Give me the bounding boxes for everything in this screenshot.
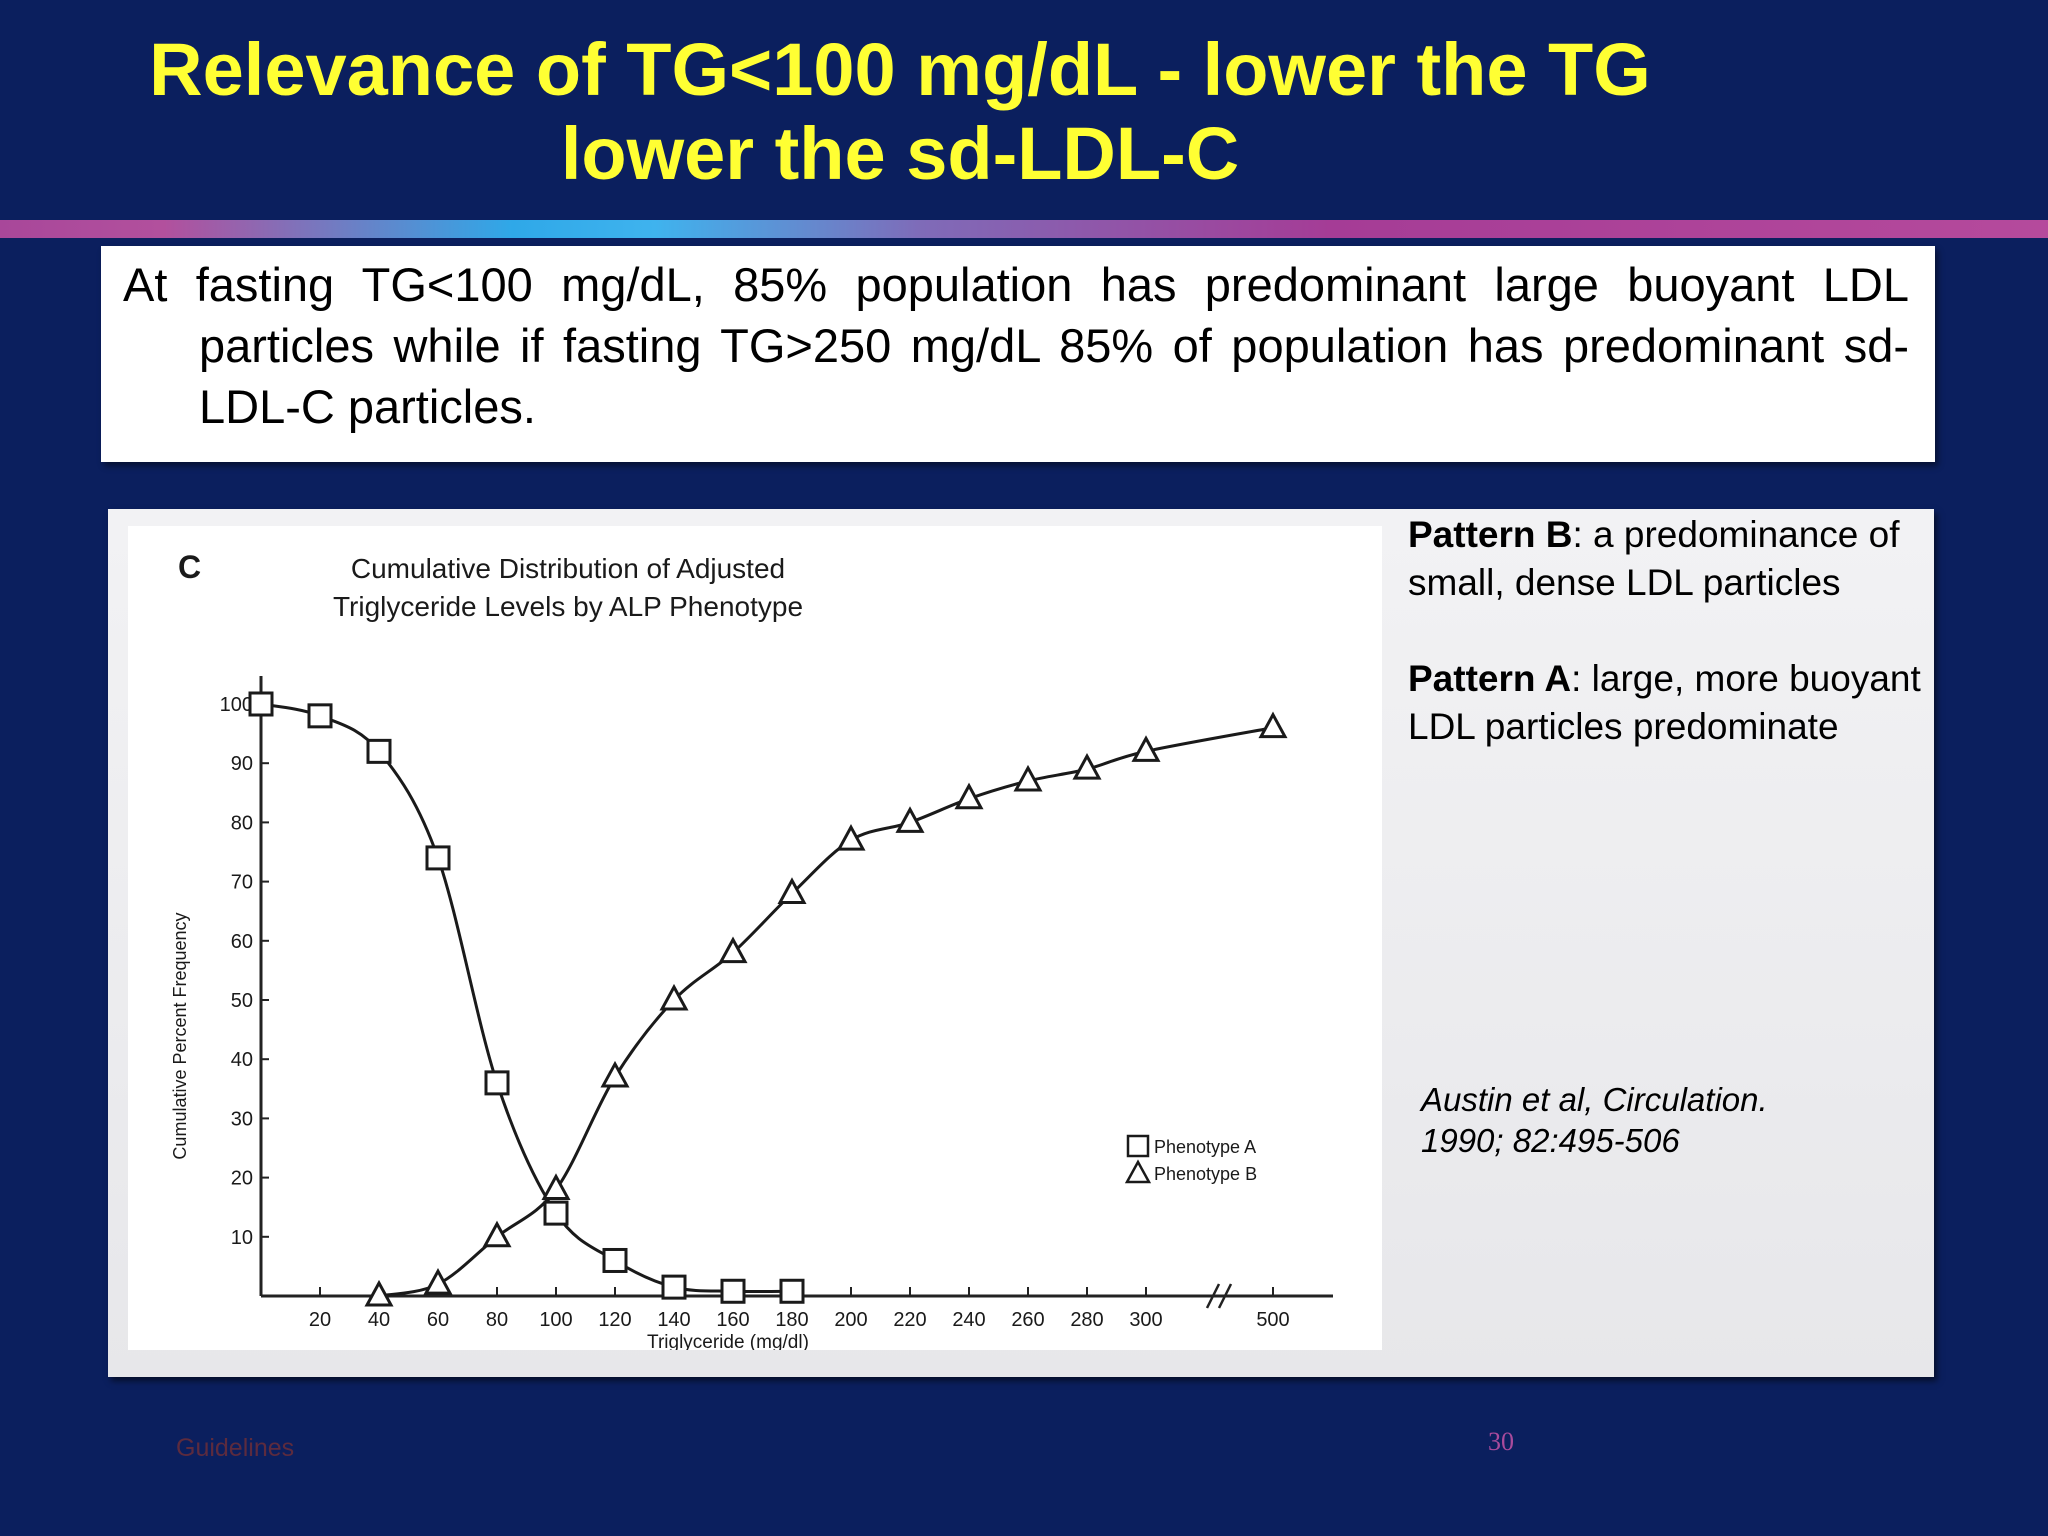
title-divider (0, 220, 2048, 238)
data-point-phenotype-b (777, 877, 807, 904)
data-point-phenotype-a (307, 703, 333, 729)
pattern-a-label: Pattern A (1408, 658, 1572, 699)
legend-marker-square (1126, 1134, 1150, 1158)
chart-x-axis-label: Triglyceride (mg/dl) (647, 1332, 809, 1350)
chart-markers (248, 691, 1288, 1307)
data-point-phenotype-a (720, 1278, 746, 1304)
chart-title-line1: Cumulative Distribution of Adjusted (351, 553, 785, 584)
y-tick-label: 40 (231, 1049, 253, 1071)
data-point-phenotype-a (484, 1070, 510, 1096)
data-point-phenotype-a (661, 1274, 687, 1300)
y-tick-label: 10 (231, 1227, 253, 1249)
pattern-a-note: Pattern A: large, more buoyant LDL parti… (1408, 655, 1928, 751)
data-point-phenotype-b (423, 1268, 453, 1295)
slide-title-line2: lower the sd-LDL-C (560, 112, 1240, 195)
data-point-phenotype-b (600, 1060, 630, 1088)
y-tick-label: 70 (231, 872, 253, 894)
chart-ticks: 100 90 80 70 60 50 40 30 20 10 20 40 60 80 100 120 140 16… (220, 694, 1290, 1331)
data-point-phenotype-a (425, 845, 451, 871)
chart-panel-letter: C (178, 549, 201, 585)
chart-title-line2: Triglyceride Levels by ALP Phenotype (333, 591, 803, 622)
x-tick-label: 160 (716, 1309, 749, 1331)
data-point-phenotype-b (364, 1279, 394, 1307)
x-tick-label: 300 (1129, 1309, 1162, 1331)
chart-legend: Phenotype A Phenotype B (1124, 1134, 1257, 1184)
x-tick-label: 220 (893, 1309, 926, 1331)
y-tick-label: 20 (231, 1168, 253, 1190)
x-tick-label: 260 (1011, 1309, 1044, 1331)
x-tick-label: 80 (486, 1309, 508, 1331)
data-point-phenotype-b (895, 806, 925, 833)
data-point-phenotype-b (482, 1220, 512, 1248)
legend-marker-triangle (1124, 1159, 1152, 1184)
data-point-phenotype-a (602, 1247, 628, 1273)
citation-line2: 1990; 82:495-506 (1421, 1122, 1680, 1159)
data-point-phenotype-b (718, 936, 748, 964)
data-point-phenotype-b (659, 983, 689, 1011)
legend-label: Phenotype A (1154, 1137, 1256, 1157)
data-point-phenotype-b (1072, 752, 1102, 780)
x-tick-label: 20 (309, 1309, 331, 1331)
data-point-phenotype-b (1131, 735, 1161, 762)
x-tick-label: 200 (834, 1309, 867, 1331)
pattern-a-text: : large, more buoyant LDL particles pred… (1408, 658, 1921, 747)
pattern-b-note: Pattern B: a predominance of small, dens… (1408, 511, 1928, 607)
citation-line1: Austin et al, Circulation. (1421, 1081, 1768, 1118)
citation: Austin et al, Circulation. 1990; 82:495-… (1421, 1079, 1921, 1161)
x-tick-label: 180 (775, 1309, 808, 1331)
y-tick-label: 80 (231, 812, 253, 834)
x-tick-label: 120 (598, 1309, 631, 1331)
pattern-b-label: Pattern B (1408, 514, 1573, 555)
data-point-phenotype-b (1258, 711, 1288, 739)
data-point-phenotype-a (779, 1278, 805, 1304)
data-point-phenotype-a (543, 1200, 569, 1226)
triglyceride-distribution-chart: C Cumulative Distribution of Adjusted Tr… (128, 526, 1382, 1350)
pattern-b-text: : a predominance of small, dense LDL par… (1408, 514, 1900, 603)
y-tick-label: 90 (231, 753, 253, 775)
summary-text: At fasting TG<100 mg/dL, 85% population … (123, 258, 1909, 433)
axis-break-mark (1205, 1283, 1221, 1309)
data-point-phenotype-b (836, 824, 866, 851)
x-tick-label: 40 (368, 1309, 390, 1331)
slide-title: Relevance of TG<100 mg/dL - lower the TG… (90, 28, 1710, 196)
y-tick-label: 50 (231, 990, 253, 1012)
page-number: 30 (1488, 1427, 1514, 1456)
data-point-phenotype-a (248, 691, 274, 717)
chart-background (128, 526, 1382, 1350)
legend-label: Phenotype B (1154, 1164, 1257, 1184)
x-tick-label: 60 (427, 1309, 449, 1331)
data-point-phenotype-b (541, 1173, 571, 1200)
slide-title-line1: Relevance of TG<100 mg/dL - lower the TG (149, 28, 1651, 111)
x-tick-label: 140 (657, 1309, 690, 1331)
x-tick-label: 280 (1070, 1309, 1103, 1331)
x-tick-label: 100 (539, 1309, 572, 1331)
x-tick-label: 240 (952, 1309, 985, 1331)
data-point-phenotype-b (954, 782, 984, 810)
figure-panel: C Cumulative Distribution of Adjusted Tr… (108, 509, 1934, 1377)
y-tick-label: 100 (220, 694, 253, 716)
y-tick-label: 60 (231, 931, 253, 953)
summary-box: At fasting TG<100 mg/dL, 85% population … (101, 246, 1935, 462)
axis-break-mark (1217, 1283, 1233, 1309)
footer-guidelines: Guidelines (176, 1434, 295, 1462)
x-tick-label: 500 (1256, 1309, 1289, 1331)
chart-y-axis-label: Cumulative Percent Frequency (170, 912, 190, 1159)
data-point-phenotype-a (366, 738, 392, 764)
y-tick-label: 30 (231, 1108, 253, 1130)
pattern-notes: Pattern B: a predominance of small, dens… (1408, 511, 1928, 799)
data-point-phenotype-b (1013, 764, 1043, 792)
